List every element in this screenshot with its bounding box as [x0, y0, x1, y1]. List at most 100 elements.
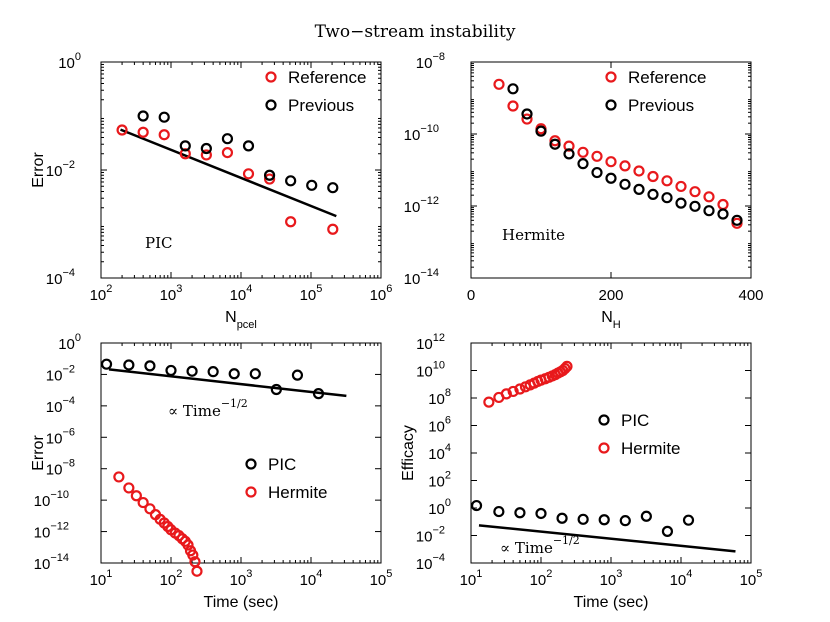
- x-tick-label: 104: [670, 568, 693, 589]
- y-tick-label: 10−8: [416, 51, 445, 72]
- plot-frame: [100, 342, 382, 564]
- data-point: [312, 388, 325, 400]
- data-point: [535, 125, 547, 137]
- data-point: [507, 100, 519, 112]
- legend-label: Reference: [288, 68, 366, 87]
- data-point: [563, 140, 575, 152]
- y-tick-label: 10−12: [34, 521, 69, 542]
- legend-marker: [598, 442, 610, 454]
- data-point: [535, 507, 547, 520]
- y-tick-label: 10−4: [46, 395, 75, 416]
- data-point: [191, 565, 203, 577]
- legend: PIC Hermite: [598, 411, 681, 458]
- data-point: [556, 512, 568, 524]
- data-point: [242, 168, 255, 180]
- legend: Reference Previous: [265, 68, 366, 115]
- data-point: [165, 364, 177, 377]
- plot-p3: 101 102 103 104 105 10−14 10−12 10−10 10−8 10−6 10…: [30, 332, 392, 611]
- data-point: [186, 365, 198, 377]
- x-tick-label: 105: [740, 568, 763, 589]
- y-tick-label: 10−2: [46, 363, 75, 384]
- legend: Reference Previous: [605, 68, 706, 115]
- data-point: [137, 496, 149, 509]
- data-point: [207, 366, 219, 378]
- x-axis-label: Time (sec): [204, 594, 279, 611]
- x-tick-label: 102: [160, 568, 183, 589]
- data-point: [285, 175, 297, 187]
- legend-label: Hermite: [268, 483, 328, 502]
- y-tick-label: 10−2: [46, 159, 75, 180]
- x-axis-label: NH: [601, 309, 621, 331]
- data-point: [605, 156, 617, 168]
- y-tick-label: 10−4: [416, 552, 445, 573]
- y-tick-label: 100: [58, 51, 81, 72]
- data-point: [619, 515, 631, 527]
- x-tick-label: 200: [598, 287, 623, 304]
- data-point: [717, 208, 729, 220]
- x-tick-label: 101: [90, 568, 113, 589]
- data-point: [137, 126, 149, 138]
- data-point: [549, 138, 561, 150]
- data-point: [187, 549, 199, 561]
- data-point: [577, 146, 589, 158]
- x-tick-label: 106: [370, 283, 393, 304]
- data-point: [327, 223, 339, 235]
- data-point: [200, 149, 212, 161]
- data-point: [689, 200, 701, 212]
- legend-marker: [598, 414, 610, 426]
- data-point: [158, 129, 170, 141]
- plot-frame: [100, 61, 382, 279]
- series-pic: [100, 358, 325, 400]
- plot-p2: 0 200 400 10−14 10−12 10−10 10−8 NH Reference Pre…: [404, 51, 764, 331]
- y-tick-label: 10−4: [46, 267, 75, 288]
- data-point: [144, 503, 156, 515]
- data-point: [661, 525, 674, 537]
- data-point: [689, 186, 701, 198]
- x-tick-label: 104: [300, 568, 323, 589]
- data-point: [507, 83, 519, 95]
- data-point: [130, 490, 142, 502]
- data-point: [521, 108, 533, 120]
- x-tick-label: 103: [600, 568, 623, 589]
- annotation: ∝ Time−1/2: [500, 534, 580, 557]
- x-tick-label: 102: [530, 568, 553, 589]
- annotation: Hermite: [502, 226, 565, 244]
- data-point: [483, 396, 495, 408]
- data-point: [113, 471, 125, 483]
- data-point: [661, 175, 673, 187]
- data-point: [577, 513, 589, 525]
- x-tick-label: 103: [230, 568, 253, 589]
- data-point: [263, 169, 276, 181]
- y-tick-label: 1012: [416, 332, 445, 353]
- annotation: ∝ Time−1/2: [168, 397, 248, 420]
- x-tick-label: 400: [738, 287, 763, 304]
- data-point: [137, 110, 149, 122]
- y-tick-label: 10−2: [416, 525, 445, 546]
- x-tick-label: 103: [160, 283, 183, 304]
- data-point: [116, 124, 128, 136]
- y-tick-label: 10−14: [404, 267, 439, 288]
- data-point: [559, 362, 571, 375]
- data-point: [561, 360, 573, 372]
- y-tick-label: 10−10: [34, 489, 69, 510]
- legend-label: Reference: [628, 68, 706, 87]
- y-tick-label: 10−6: [46, 426, 75, 447]
- data-point: [577, 158, 589, 170]
- y-tick-label: 10−8: [46, 458, 75, 479]
- y-tick-label: 100: [58, 332, 81, 353]
- data-point: [647, 188, 659, 201]
- data-point: [493, 78, 505, 90]
- data-point: [182, 539, 194, 551]
- y-tick-label: 10−14: [34, 552, 69, 573]
- legend-marker: [605, 71, 617, 83]
- data-point: [731, 214, 743, 226]
- series-reference: [493, 78, 743, 229]
- x-tick-label: 104: [230, 283, 253, 304]
- data-point: [598, 514, 610, 526]
- y-tick-label: 104: [428, 442, 451, 463]
- data-point: [158, 111, 170, 123]
- fit-line: [478, 524, 736, 553]
- data-point: [507, 385, 519, 398]
- legend: PIC Hermite: [245, 455, 328, 502]
- y-tick-label: 10−10: [404, 123, 439, 144]
